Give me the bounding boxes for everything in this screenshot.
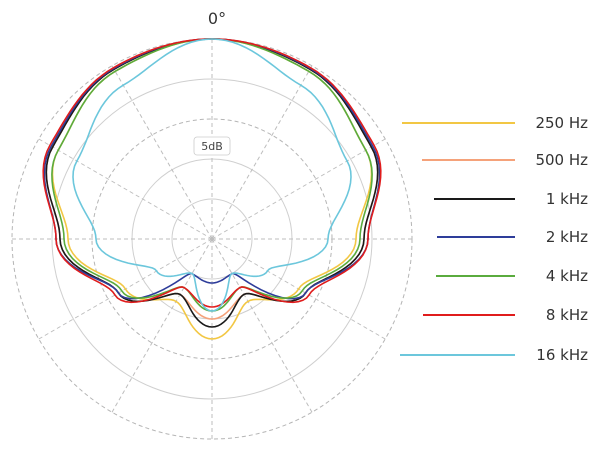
ring-label-background: [193, 136, 231, 156]
legend-item: 250 Hz: [402, 114, 588, 132]
legend-label: 2 kHz: [546, 228, 588, 246]
grid-spoke: [38, 138, 213, 240]
legend-label: 250 Hz: [535, 114, 588, 132]
legend-label: 16 kHz: [536, 346, 588, 364]
legend-item: 8 kHz: [423, 306, 588, 324]
legend-label: 500 Hz: [535, 151, 588, 169]
grid-spoke: [211, 238, 313, 413]
legend-item: 2 kHz: [437, 228, 588, 246]
grid-spoke: [211, 138, 386, 240]
legend-item: 4 kHz: [436, 267, 588, 285]
grid-spoke: [211, 65, 313, 240]
legend-label: 1 kHz: [546, 190, 588, 208]
series-line: [72, 38, 352, 312]
grid-spoke: [111, 238, 213, 413]
legend-label: 4 kHz: [546, 267, 588, 285]
legend-item: 500 Hz: [422, 151, 588, 169]
legend: 250 Hz 500 Hz 1 kHz 2 kHz 4 kHz 8 kHz 16 kHz: [400, 114, 588, 364]
legend-item: 1 kHz: [434, 190, 588, 208]
legend-item: 16 kHz: [400, 346, 588, 364]
ring-label: 5dB: [201, 140, 223, 153]
polar-grid: [11, 38, 413, 440]
zero-degree-label: 0°: [208, 9, 226, 28]
grid-ring: [171, 198, 253, 280]
grid-spoke: [111, 65, 213, 240]
legend-label: 8 kHz: [546, 306, 588, 324]
polar-curves: [42, 38, 382, 340]
grid-ring: [51, 78, 373, 400]
